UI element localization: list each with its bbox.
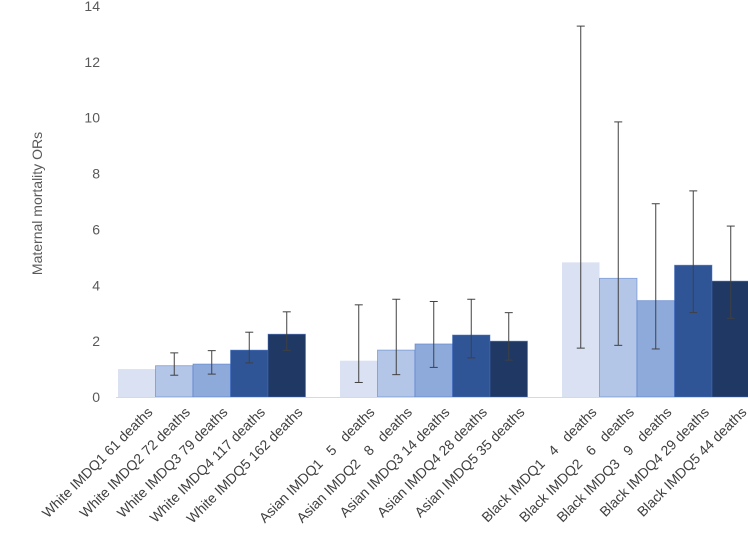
y-tick-label: 6 bbox=[92, 221, 100, 237]
y-tick-label: 0 bbox=[92, 389, 100, 405]
error-bars bbox=[170, 25, 735, 383]
y-tick-label: 10 bbox=[84, 110, 100, 126]
bar bbox=[118, 369, 156, 397]
bars bbox=[118, 262, 748, 398]
bar bbox=[711, 280, 748, 398]
y-tick-label: 4 bbox=[92, 277, 100, 293]
y-tick-label: 8 bbox=[92, 166, 100, 182]
bar bbox=[267, 333, 306, 398]
y-axis-label: Maternal mortality ORs bbox=[29, 132, 45, 275]
y-tick-label: 14 bbox=[84, 0, 100, 14]
y-axis: 0 2 4 6 8 10 12 14 bbox=[84, 0, 100, 405]
y-tick-label: 2 bbox=[92, 333, 100, 349]
y-tick-label: 12 bbox=[84, 54, 100, 70]
